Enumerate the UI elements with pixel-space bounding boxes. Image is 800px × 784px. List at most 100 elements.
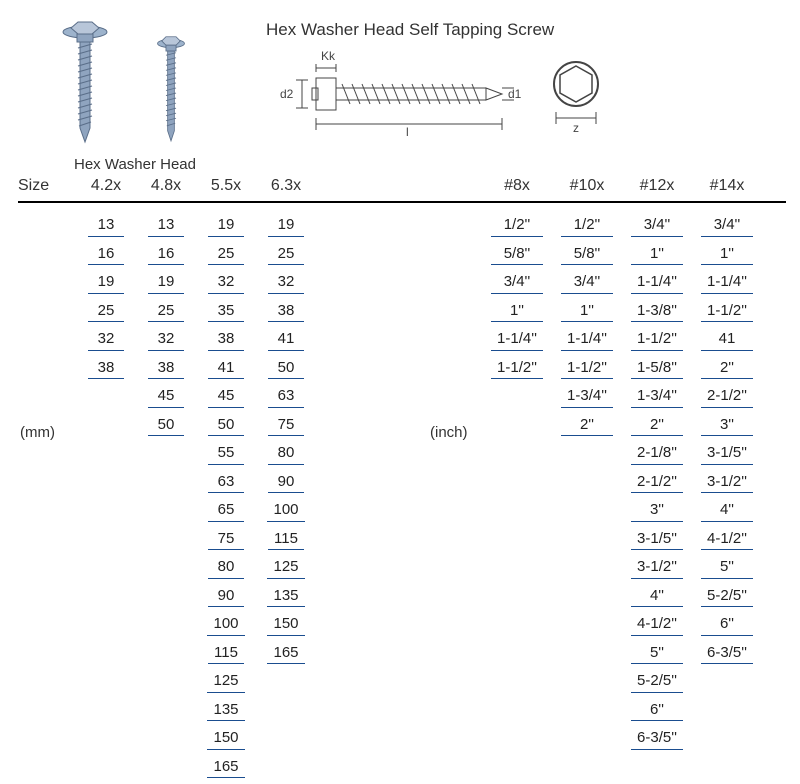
size-value: 50 — [208, 413, 244, 437]
inch-col-1: 1/2''5/8''3/4''1''1-1/4''1-1/2''1-3/4''2… — [552, 213, 622, 441]
size-value: 63 — [268, 384, 304, 408]
size-value: 19 — [148, 270, 184, 294]
size-value: 1-3/8'' — [631, 299, 683, 323]
size-value: 25 — [268, 242, 304, 266]
size-value: 80 — [208, 555, 244, 579]
size-value: 25 — [208, 242, 244, 266]
size-value: 1-3/4'' — [631, 384, 683, 408]
size-value: 3-1/2'' — [701, 470, 753, 494]
unit-mm-label: (mm) — [20, 424, 55, 441]
size-value: 1-1/2'' — [491, 356, 543, 380]
size-value: 2-1/2'' — [631, 470, 683, 494]
label-kk: Kk — [321, 49, 336, 63]
size-value: 2'' — [701, 356, 753, 380]
size-value: 32 — [148, 327, 184, 351]
inch-col-header: #12x — [622, 177, 692, 201]
size-value: 1'' — [491, 299, 543, 323]
size-value: 5/8'' — [491, 242, 543, 266]
size-value: 1-1/2'' — [561, 356, 613, 380]
size-value: 1-1/2'' — [701, 299, 753, 323]
size-value: 1-1/4'' — [561, 327, 613, 351]
size-value: 3/4'' — [491, 270, 543, 294]
technical-diagram-block: Hex Washer Head Self Tapping Screw Kk d2 — [196, 10, 780, 138]
size-value: 1-1/4'' — [631, 270, 683, 294]
size-value: 13 — [88, 213, 124, 237]
size-value: 50 — [148, 413, 184, 437]
inch-group: #8x #10x #12x #14x 1/2''5/8''3/4''1''1-1… — [410, 177, 786, 783]
size-value: 3'' — [631, 498, 683, 522]
inch-col-header: #8x — [482, 177, 552, 201]
size-value: 5-2/5'' — [701, 584, 753, 608]
size-value: 3-1/5'' — [701, 441, 753, 465]
size-value: 55 — [208, 441, 244, 465]
size-value: 3/4'' — [701, 213, 753, 237]
screw-top-diagram: z — [546, 48, 616, 138]
inch-col-3: 3/4''1''1-1/4''1-1/2''412''2-1/2''3''3-1… — [692, 213, 762, 669]
size-value: 5'' — [701, 555, 753, 579]
size-value: 90 — [208, 584, 244, 608]
size-value: 1-1/4'' — [491, 327, 543, 351]
inch-col-header: #10x — [552, 177, 622, 201]
size-value: 5'' — [631, 641, 683, 665]
mm-col-3: 19253238415063758090100115125135150165 — [256, 213, 316, 669]
hex-washer-head-label: Hex Washer Head — [20, 156, 196, 173]
size-value: 25 — [148, 299, 184, 323]
size-value: 1-3/4'' — [561, 384, 613, 408]
size-value: 1'' — [631, 242, 683, 266]
size-value: 50 — [268, 356, 304, 380]
size-value: 16 — [88, 242, 124, 266]
size-value: 63 — [208, 470, 244, 494]
size-value: 41 — [208, 356, 244, 380]
size-value: 35 — [208, 299, 244, 323]
size-value: 19 — [88, 270, 124, 294]
inch-col-0: 1/2''5/8''3/4''1''1-1/4''1-1/2'' — [482, 213, 552, 384]
mm-group: Size 4.2x 4.8x 5.5x 6.3x 131619253238 13… — [18, 177, 410, 783]
size-value: 38 — [268, 299, 304, 323]
size-value: 6-3/5'' — [631, 726, 683, 750]
size-value: 165 — [207, 755, 244, 779]
size-value: 3/4'' — [631, 213, 683, 237]
size-value: 6-3/5'' — [701, 641, 753, 665]
size-value: 135 — [267, 584, 304, 608]
size-value: 32 — [208, 270, 244, 294]
size-value: 38 — [88, 356, 124, 380]
size-value: 100 — [207, 612, 244, 636]
size-value: 125 — [207, 669, 244, 693]
size-value: 150 — [267, 612, 304, 636]
top-section: Hex Washer Head Hex Washer Head Self Tap… — [0, 0, 800, 177]
size-value: 125 — [267, 555, 304, 579]
size-value: 32 — [88, 327, 124, 351]
size-value: 4'' — [701, 498, 753, 522]
size-value: 75 — [268, 413, 304, 437]
size-value: 5/8'' — [561, 242, 613, 266]
mm-col-header: 4.8x — [136, 177, 196, 201]
label-d2: d2 — [280, 87, 294, 101]
size-value: 6'' — [631, 698, 683, 722]
size-value: 1'' — [561, 299, 613, 323]
size-value: 38 — [208, 327, 244, 351]
size-value: 1'' — [701, 242, 753, 266]
size-value: 38 — [148, 356, 184, 380]
size-value: 16 — [148, 242, 184, 266]
mm-col-2: 1925323538414550556365758090100115125135… — [196, 213, 256, 783]
inch-col-2: 3/4''1''1-1/4''1-3/8''1-1/2''1-5/8''1-3/… — [622, 213, 692, 755]
label-d1: d1 — [508, 87, 522, 101]
screw-side-diagram: Kk d2 — [266, 48, 526, 138]
size-value: 65 — [208, 498, 244, 522]
size-header: Size — [18, 177, 76, 201]
inch-col-header: #14x — [692, 177, 762, 201]
size-value: 1-5/8'' — [631, 356, 683, 380]
size-value: 1-1/4'' — [701, 270, 753, 294]
size-value: 41 — [701, 327, 753, 351]
size-value: 13 — [148, 213, 184, 237]
size-value: 2'' — [561, 413, 613, 437]
mm-col-header: 4.2x — [76, 177, 136, 201]
screw-image-2 — [150, 18, 192, 158]
screw-image-1 — [60, 18, 110, 148]
size-table: Size 4.2x 4.8x 5.5x 6.3x 131619253238 13… — [0, 177, 800, 783]
size-value: 3'' — [701, 413, 753, 437]
size-value: 5-2/5'' — [631, 669, 683, 693]
mm-col-1: 1316192532384550 — [136, 213, 196, 441]
size-value: 75 — [208, 527, 244, 551]
size-value: 41 — [268, 327, 304, 351]
